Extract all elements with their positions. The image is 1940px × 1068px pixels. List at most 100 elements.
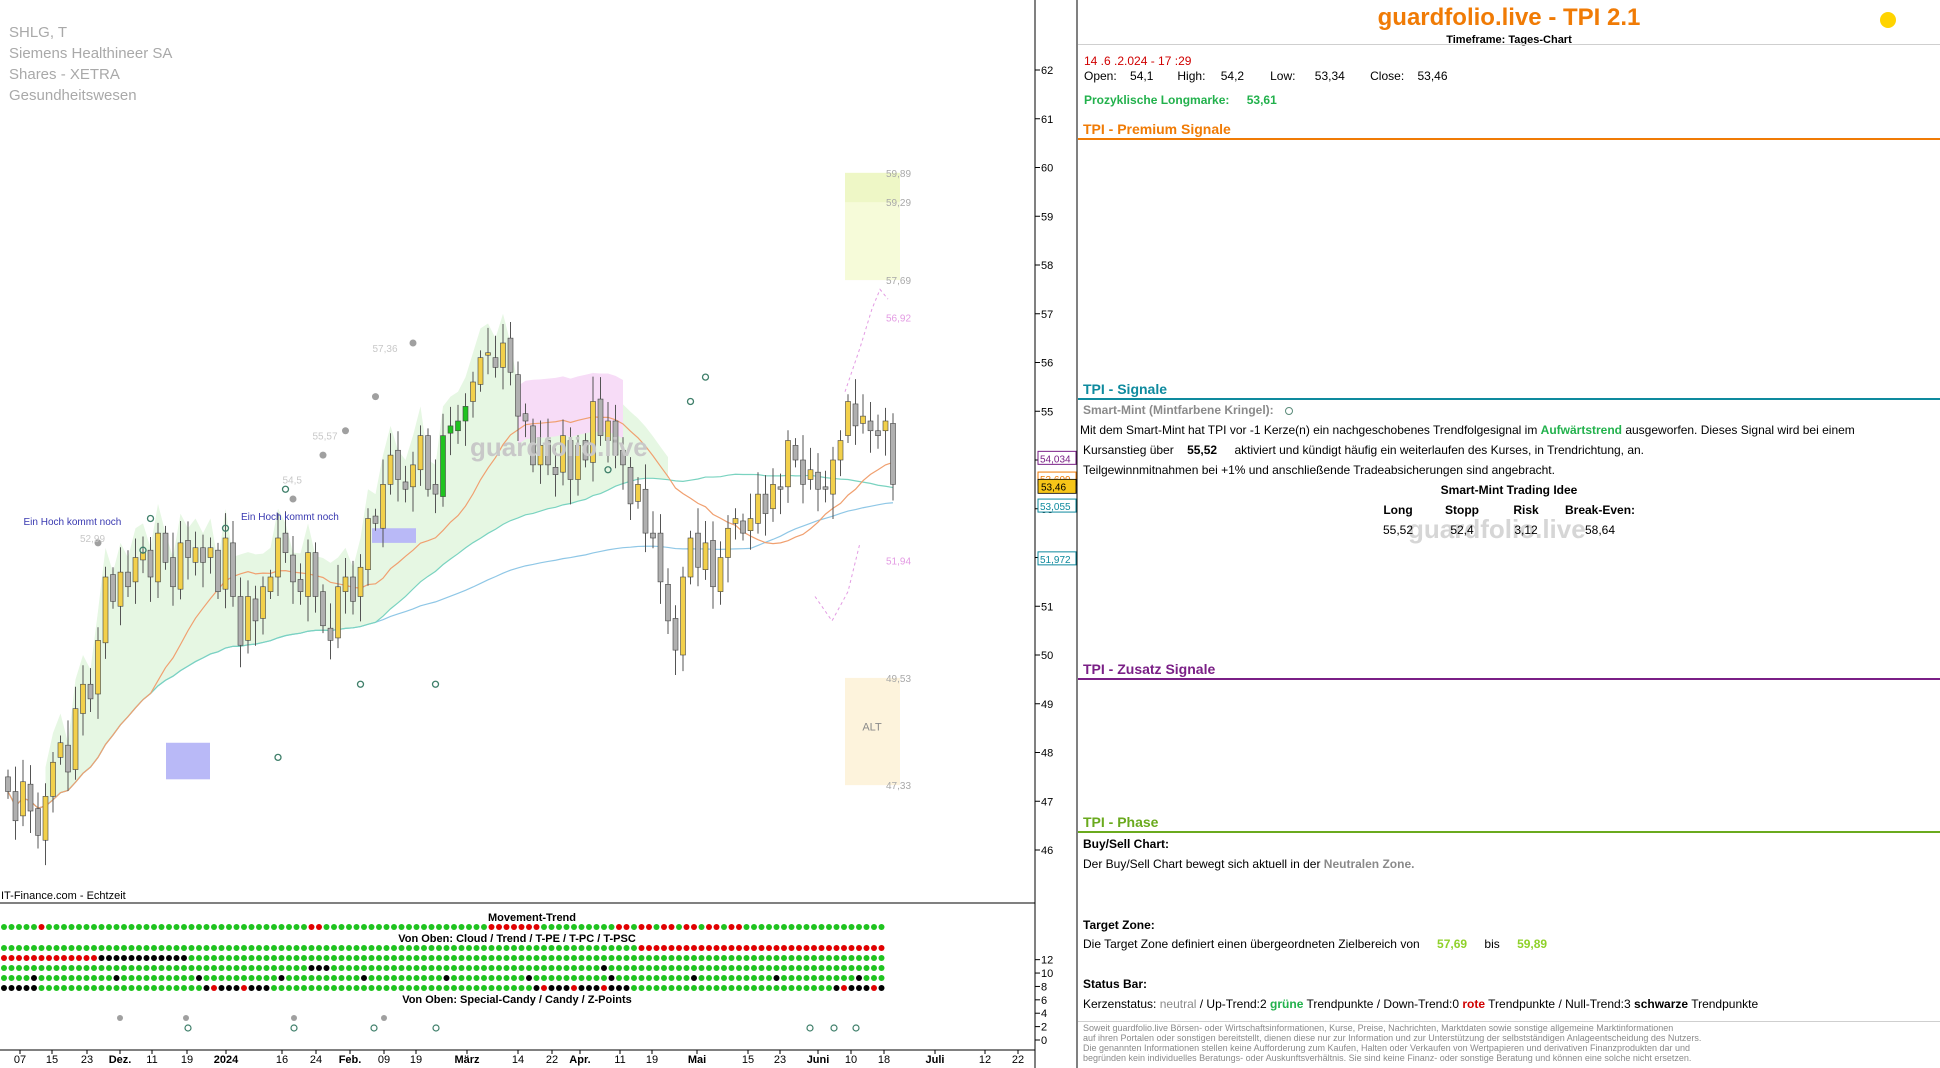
trend-dot xyxy=(736,955,742,961)
trend-dot xyxy=(841,945,847,951)
candle-body xyxy=(860,415,866,424)
trend-dot xyxy=(166,955,172,961)
instrument-symbol: SHLG, T xyxy=(9,24,68,41)
trend-dot xyxy=(623,955,630,961)
trend-dot xyxy=(548,985,555,991)
trend-dot xyxy=(571,945,577,951)
trend-dot xyxy=(421,975,427,981)
candle-body xyxy=(492,357,499,368)
trend-dot xyxy=(653,965,660,971)
trend-dot xyxy=(623,975,630,981)
trend-dot xyxy=(361,975,367,981)
trend-dot xyxy=(818,945,825,951)
trend-dot xyxy=(248,945,255,951)
trend-dot xyxy=(796,924,802,930)
chart-watermark: guardfolio.live xyxy=(470,432,648,462)
trend-dot xyxy=(638,924,645,930)
trend-dot xyxy=(511,985,517,991)
trend-dot xyxy=(316,965,322,971)
trend-dot xyxy=(481,955,487,961)
trend-dot xyxy=(241,975,247,981)
trend-dot xyxy=(91,955,97,961)
tpi-panel: guardfolio.live - TPI 2.1 Timeframe: Tag… xyxy=(1078,0,1940,1068)
trend-dot xyxy=(533,975,540,981)
trend-dot xyxy=(871,985,877,991)
candle-body xyxy=(515,374,521,417)
trend-dot xyxy=(631,924,637,930)
trend-dot xyxy=(346,955,352,961)
trend-dot xyxy=(841,985,847,991)
y-tick-label: 61 xyxy=(1041,114,1053,126)
trend-dot xyxy=(398,924,405,930)
y-tick-label: 59 xyxy=(1041,211,1053,223)
disclaimer-line: Soweit guardfolio.live Börsen- oder Wirt… xyxy=(1083,1023,1674,1033)
trend-dot xyxy=(353,955,360,961)
candle-body xyxy=(500,342,506,368)
trend-dot xyxy=(173,965,180,971)
trend-dot xyxy=(473,945,480,951)
candle-body xyxy=(792,445,799,461)
td-risk: 3,12 xyxy=(1514,523,1538,537)
trend-dot xyxy=(181,975,187,981)
trend-dot xyxy=(863,955,870,961)
x-tick-label: 11 xyxy=(614,1054,625,1066)
trend-dot xyxy=(743,985,750,991)
open-label: Open: xyxy=(1084,69,1117,83)
candle-body xyxy=(582,440,589,461)
trend-dot xyxy=(826,924,832,930)
signal-markers xyxy=(94,339,710,762)
premium-divider xyxy=(1078,138,1940,140)
trend-dot xyxy=(466,975,472,981)
heat-grey-dot xyxy=(117,1015,123,1021)
price-chart: ALT 4647484950515253545556575859606162 5… xyxy=(0,0,1078,1068)
trend-dot xyxy=(76,955,82,961)
trend-dot xyxy=(683,985,690,991)
candle-body xyxy=(612,420,619,456)
trend-dot xyxy=(143,985,150,991)
trend-dot xyxy=(826,985,832,991)
trend-dot xyxy=(308,945,315,951)
trend-dot xyxy=(691,975,697,981)
trend-dot xyxy=(593,975,600,981)
x-tick-label: 23 xyxy=(81,1054,93,1066)
trend-dot xyxy=(233,965,240,971)
trend-dot xyxy=(143,924,150,930)
candle-body xyxy=(245,596,251,641)
trend-dot xyxy=(196,955,202,961)
trend-dot xyxy=(736,945,742,951)
status-a: Kerzenstatus: xyxy=(1083,997,1157,1011)
trend-dot xyxy=(241,965,247,971)
level-box xyxy=(1037,450,1077,465)
candle-body xyxy=(875,430,881,436)
trend-dot xyxy=(458,965,465,971)
candle-body xyxy=(5,776,11,792)
candle-body xyxy=(335,586,341,639)
smart-mint-text-3: Teilgewinnmitnahmen bei +1% und anschlie… xyxy=(1083,463,1555,477)
trend-dot xyxy=(556,985,562,991)
trend-dot xyxy=(563,924,570,930)
candle-body xyxy=(380,484,386,529)
candle-body xyxy=(807,469,814,480)
trend-dot xyxy=(698,965,705,971)
trend-dot xyxy=(871,955,877,961)
trend-dot xyxy=(578,965,585,971)
trend-dot xyxy=(23,924,30,930)
trend-dot xyxy=(676,924,682,930)
trend-dot xyxy=(436,965,442,971)
candle-body xyxy=(57,742,64,758)
trend-dot xyxy=(241,924,247,930)
longmarke-label: Prozyklische Longmarke: xyxy=(1084,93,1230,107)
high-value: 54,2 xyxy=(1220,69,1245,83)
trend-dot xyxy=(68,945,75,951)
trend-dot xyxy=(473,975,480,981)
trend-dot xyxy=(76,985,82,991)
trend-dot xyxy=(316,945,322,951)
candle-body xyxy=(575,445,581,480)
trend-dot xyxy=(8,965,15,971)
trend-dot xyxy=(781,965,787,971)
trend-dot xyxy=(413,985,420,991)
smart-mint-trend: Aufwärtstrend xyxy=(1540,423,1622,437)
trend-dot xyxy=(593,945,600,951)
trend-dot xyxy=(263,975,270,981)
